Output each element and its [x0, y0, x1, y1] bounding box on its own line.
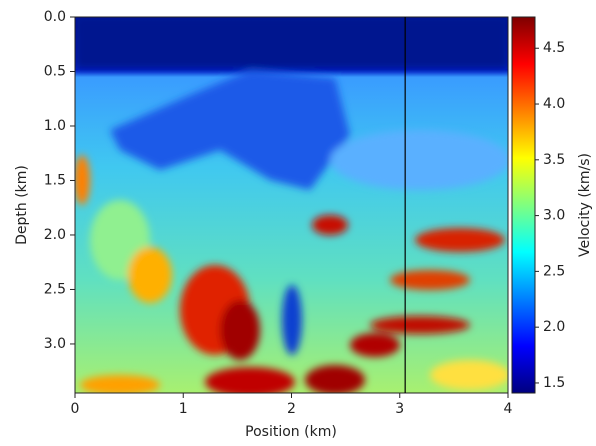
y-tick-label: 0.5	[44, 63, 66, 79]
colorbar-tick-label: 3.0	[543, 208, 565, 224]
y-tick-label: 2.0	[44, 227, 66, 243]
y-tick-label: 1.5	[44, 172, 66, 188]
velocity-field	[75, 17, 508, 393]
x-tick-label: 3	[395, 401, 404, 417]
y-tick-label: 1.0	[44, 118, 66, 134]
x-tick-label: 2	[287, 401, 296, 417]
colorbar-label: Velocity (km/s)	[577, 153, 593, 257]
colorbar-tick-label: 4.5	[543, 40, 565, 56]
colorbar-tick-label: 2.5	[543, 263, 565, 279]
y-tick-label: 0.0	[44, 9, 66, 25]
x-tick-label: 0	[71, 401, 80, 417]
colorbar-tick-label: 1.5	[543, 375, 565, 391]
y-tick-label: 3.0	[44, 336, 66, 352]
y-tick-label: 2.5	[44, 281, 66, 297]
x-tick-label: 4	[504, 401, 513, 417]
x-tick-label: 1	[179, 401, 188, 417]
colorbar-tick-label: 3.5	[543, 152, 565, 168]
colorbar-tick-label: 4.0	[543, 96, 565, 112]
y-axis-label: Depth (km)	[14, 165, 30, 245]
colorbar	[511, 16, 536, 394]
colorbar-tick-label: 2.0	[543, 319, 565, 335]
x-axis-label: Position (km)	[245, 424, 337, 440]
